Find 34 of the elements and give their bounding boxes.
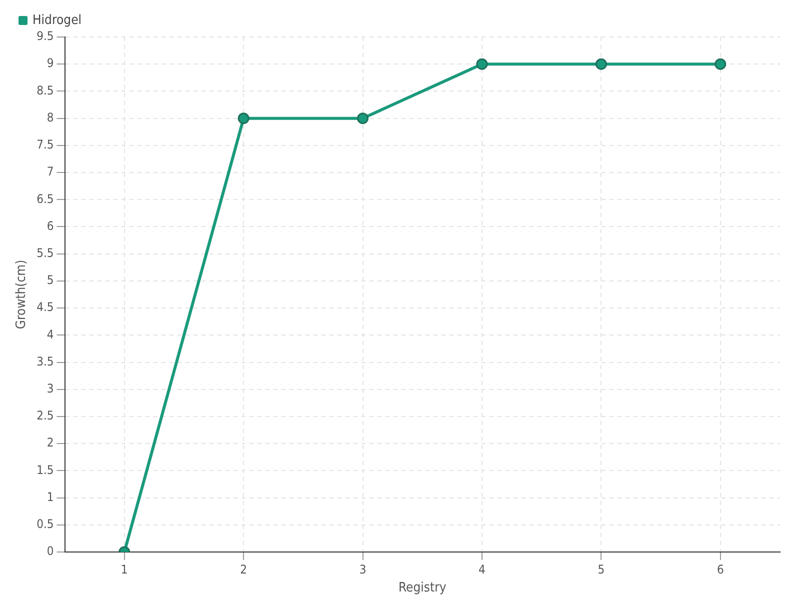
x-tick-label: 5	[598, 562, 605, 576]
y-tick-label: 8.5	[36, 83, 54, 98]
y-tick-label: 4	[46, 327, 54, 342]
y-tick-label: 4.5	[36, 300, 54, 314]
point	[357, 112, 369, 124]
x-tick-label: 1	[120, 562, 128, 576]
x-tick-label: 3	[359, 562, 366, 576]
y-tick-label: 0	[46, 544, 54, 558]
legend-label: Hidrogel	[32, 12, 82, 28]
y-tick-label: 3.5	[36, 354, 54, 368]
y-tick-label: 1.5	[36, 462, 54, 477]
point	[714, 58, 726, 70]
point	[595, 58, 607, 70]
y-tick-label: 5.5	[36, 246, 54, 260]
y-tick-label: 2.5	[36, 408, 54, 423]
y-tick-label: 6.5	[36, 192, 54, 206]
y-tick-label: 9	[46, 56, 54, 70]
y-tick-label: 7	[46, 164, 54, 179]
point	[476, 58, 488, 70]
point	[238, 112, 250, 124]
x-axis-title: Registry	[398, 580, 446, 596]
y-tick-label: 8	[46, 110, 54, 124]
y-tick-label: 3	[46, 381, 54, 396]
y-tick-label: 0.5	[36, 517, 54, 532]
y-tick-label: 2	[46, 436, 54, 450]
x-tick-label: 2	[240, 562, 248, 576]
y-tick-label: 9.5	[36, 29, 54, 44]
y-tick-label: 7.5	[36, 138, 54, 152]
y-tick-label: 5	[46, 273, 54, 288]
x-tick-label: 6	[716, 562, 724, 576]
y-tick-label: 6	[46, 218, 54, 233]
x-tick-label: 4	[478, 562, 486, 576]
y-axis-title: Growth(cm)	[14, 260, 30, 330]
y-tick-label: 1	[46, 490, 54, 504]
